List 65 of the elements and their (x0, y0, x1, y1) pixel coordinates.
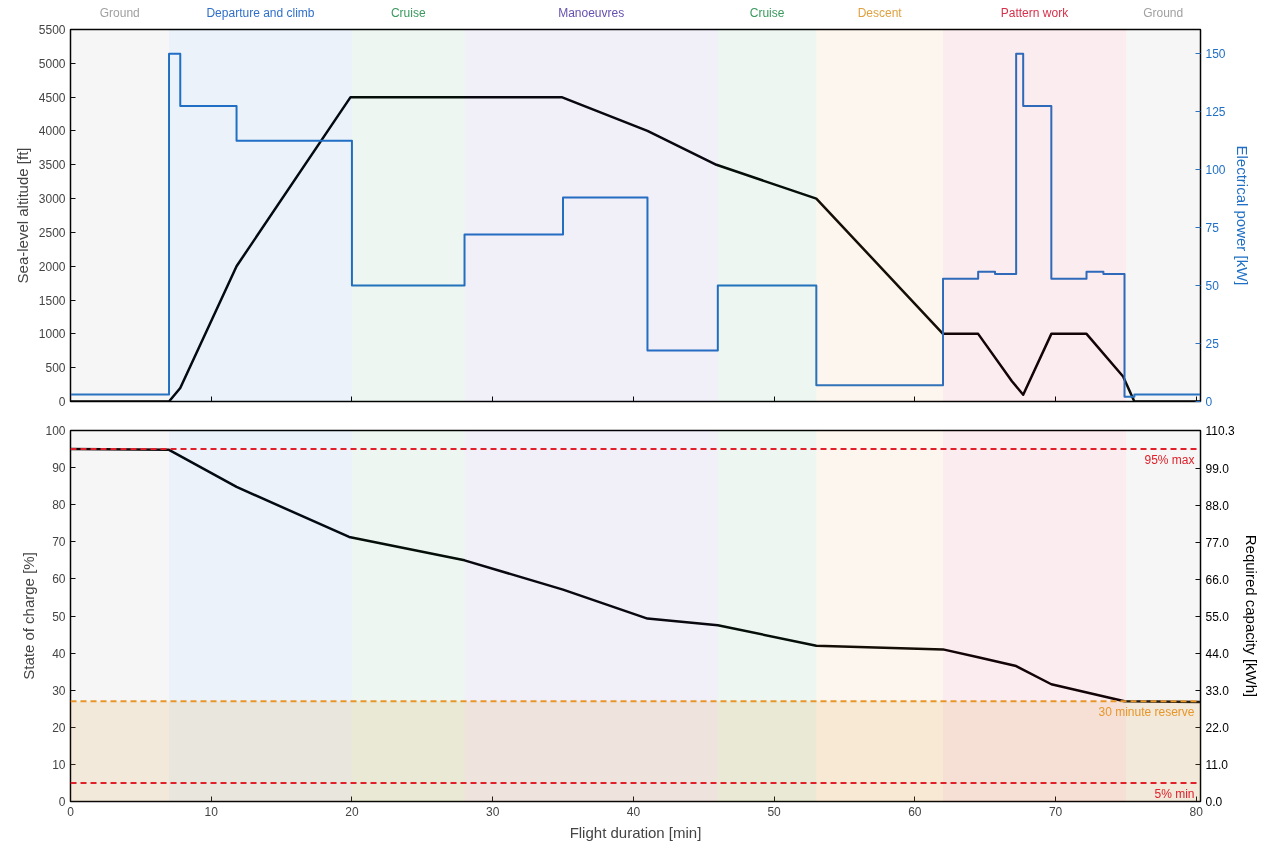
y-tick-label: 20 (52, 720, 66, 735)
y2-tick-label: 55.0 (1205, 610, 1230, 624)
y2-tick-label: 125 (1205, 105, 1226, 120)
ref-line-label: 95% max (1144, 453, 1195, 468)
y2-tick-label: 11.0 (1205, 758, 1229, 772)
band-label: Cruise (749, 5, 785, 20)
y2-tick-label: 22.0 (1205, 721, 1230, 735)
y-tick-label: 40 (52, 646, 66, 661)
y-tick-label: 1000 (38, 327, 66, 342)
band-label: Descent (857, 5, 903, 20)
x-tick-label: 30 (485, 804, 500, 819)
y-tick-label: 100 (45, 424, 66, 438)
x-tick-label: 50 (767, 804, 782, 819)
y-tick-label: 5000 (38, 56, 66, 71)
y2-tick-label: 50 (1205, 279, 1220, 294)
y2-axis-title: Electrical power [kW] (1233, 145, 1251, 286)
y2-tick-label: 99.0 (1205, 462, 1230, 477)
y-tick-label: 50 (52, 609, 66, 624)
y-tick-label: 80 (52, 498, 66, 513)
y2-tick-label: 150 (1205, 47, 1226, 62)
y-axis-title: State of charge [%] (20, 552, 38, 680)
x-tick-label: 10 (204, 804, 219, 819)
y-tick-label: 60 (52, 572, 66, 587)
x-axis-title: Flight duration [min] (569, 823, 702, 841)
band-label: Departure and climb (206, 5, 315, 20)
band-label: Manoeuvres (558, 5, 625, 20)
band-label: Pattern work (1000, 5, 1070, 20)
y2-tick-label: 66.0 (1205, 573, 1230, 588)
x-tick-label: 80 (1189, 804, 1204, 819)
y2-tick-label: 75 (1205, 221, 1220, 236)
y-tick-label: 4500 (38, 90, 66, 105)
x-tick-label: 70 (1048, 804, 1063, 819)
x-tick-label: 20 (345, 804, 359, 819)
band-label: Ground (1143, 5, 1184, 20)
x-tick-label: 40 (626, 804, 641, 819)
y-tick-label: 0 (58, 795, 66, 809)
y2-tick-label: 77.0 (1205, 536, 1230, 551)
y2-tick-label: 100 (1205, 163, 1226, 178)
y-tick-label: 2500 (38, 225, 66, 240)
y2-tick-label: 33.0 (1205, 684, 1230, 698)
y2-tick-label: 44.0 (1205, 647, 1230, 661)
y-tick-label: 500 (45, 361, 66, 376)
x-tick-label: 60 (908, 804, 922, 819)
band-label: Ground (99, 5, 140, 20)
band-label: Cruise (390, 5, 426, 20)
ref-line-label: 30 minute reserve (1098, 705, 1195, 720)
y2-tick-label: 25 (1205, 337, 1220, 352)
y-tick-label: 2000 (38, 259, 66, 274)
y2-axis-title: Required capacity [kWh] (1242, 534, 1260, 698)
y-tick-label: 3000 (38, 192, 66, 207)
ref-line-label: 5% min (1154, 786, 1195, 801)
y-tick-label: 4000 (38, 124, 66, 139)
y-tick-label: 5500 (38, 23, 66, 37)
y2-tick-label: 110.3 (1205, 424, 1235, 438)
y-tick-label: 70 (52, 535, 66, 550)
y2-tick-label: 88.0 (1205, 499, 1230, 514)
y-axis-title: Sea-level altitude [ft] (13, 147, 31, 284)
y-tick-label: 30 (52, 683, 66, 698)
y-tick-label: 90 (52, 461, 66, 476)
y-tick-label: 3500 (38, 158, 66, 173)
y2-tick-label: 0.0 (1205, 795, 1223, 809)
y-tick-label: 1500 (38, 293, 66, 308)
y-tick-label: 10 (52, 757, 66, 772)
y2-tick-label: 0 (1205, 395, 1213, 409)
y-tick-label: 0 (58, 395, 66, 409)
